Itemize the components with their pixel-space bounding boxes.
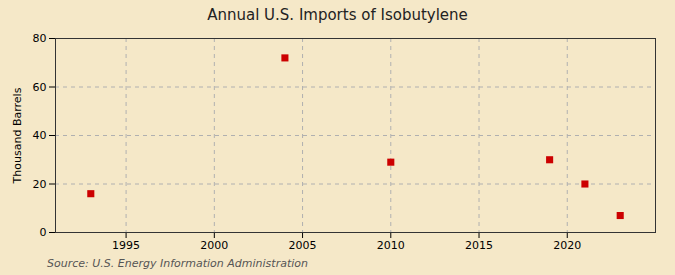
svg-text:2015: 2015: [465, 239, 493, 252]
svg-text:1995: 1995: [112, 239, 140, 252]
svg-text:20: 20: [33, 178, 47, 191]
svg-text:2020: 2020: [553, 239, 581, 252]
svg-text:80: 80: [33, 32, 47, 45]
svg-text:Thousand Barrels: Thousand Barrels: [11, 87, 24, 184]
html-text:Source: U.S. Energy Informatio: Source: U.S. Energy Information Administ…: [47, 257, 308, 270]
svg-text:60: 60: [33, 81, 47, 94]
svg-text:2005: 2005: [289, 239, 317, 252]
html-text:Annual U.S. Imports of Isobuty: Annual U.S. Imports of Isobutylene: [207, 6, 468, 24]
svg-text:2010: 2010: [377, 239, 405, 252]
svg-text:0: 0: [40, 226, 47, 239]
svg-text:2000: 2000: [200, 239, 228, 252]
svg-text:40: 40: [33, 129, 47, 142]
